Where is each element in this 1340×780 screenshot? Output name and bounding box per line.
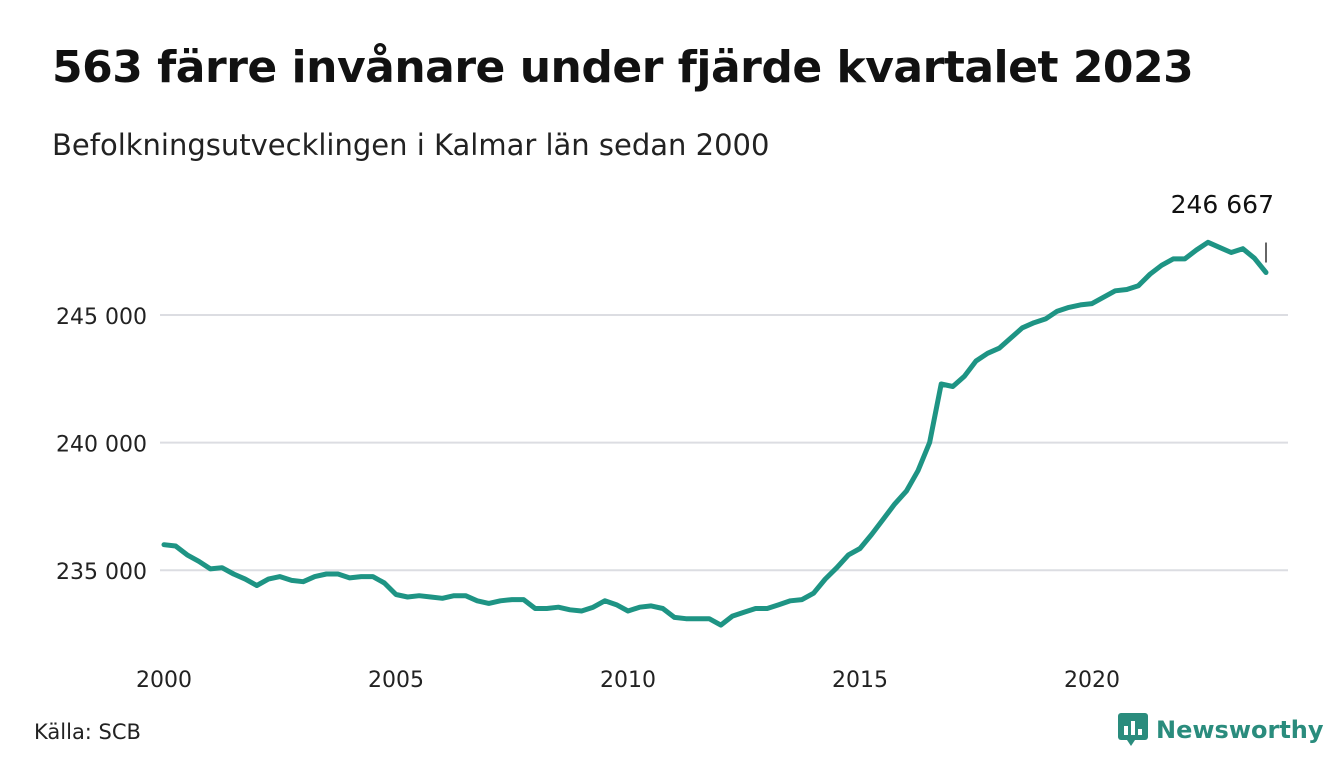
y-tick-label: 240 000: [56, 433, 147, 458]
y-tick-label: 235 000: [56, 560, 147, 585]
annotations: 246 667: [1171, 190, 1274, 263]
y-tick-label: 245 000: [56, 305, 147, 330]
last-value-label: 246 667: [1171, 190, 1274, 219]
brand-name: Newsworthy: [1156, 716, 1324, 744]
series-layer: [161, 239, 1269, 628]
source-note: Källa: SCB: [34, 720, 141, 744]
series-line-0: [161, 239, 1269, 628]
x-tick-label: 2000: [136, 668, 192, 693]
newsworthy-logo-icon: [1118, 713, 1148, 746]
x-tick-label: 2010: [600, 668, 656, 693]
chart-subtitle: Befolkningsutvecklingen i Kalmar län sed…: [52, 128, 770, 162]
y-axis-ticks: 235 000 240 000 245 000: [56, 305, 147, 585]
gridlines: [160, 314, 1288, 572]
x-tick-label: 2020: [1064, 668, 1120, 693]
x-axis-ticks: 2000 2005 2010 2015 2020: [136, 668, 1120, 693]
brand-logo[interactable]: Newsworthy: [1118, 713, 1324, 747]
x-tick-label: 2015: [832, 668, 888, 693]
x-tick-label: 2005: [368, 668, 424, 693]
chart-title: 563 färre invånare under fjärde kvartale…: [52, 42, 1194, 93]
